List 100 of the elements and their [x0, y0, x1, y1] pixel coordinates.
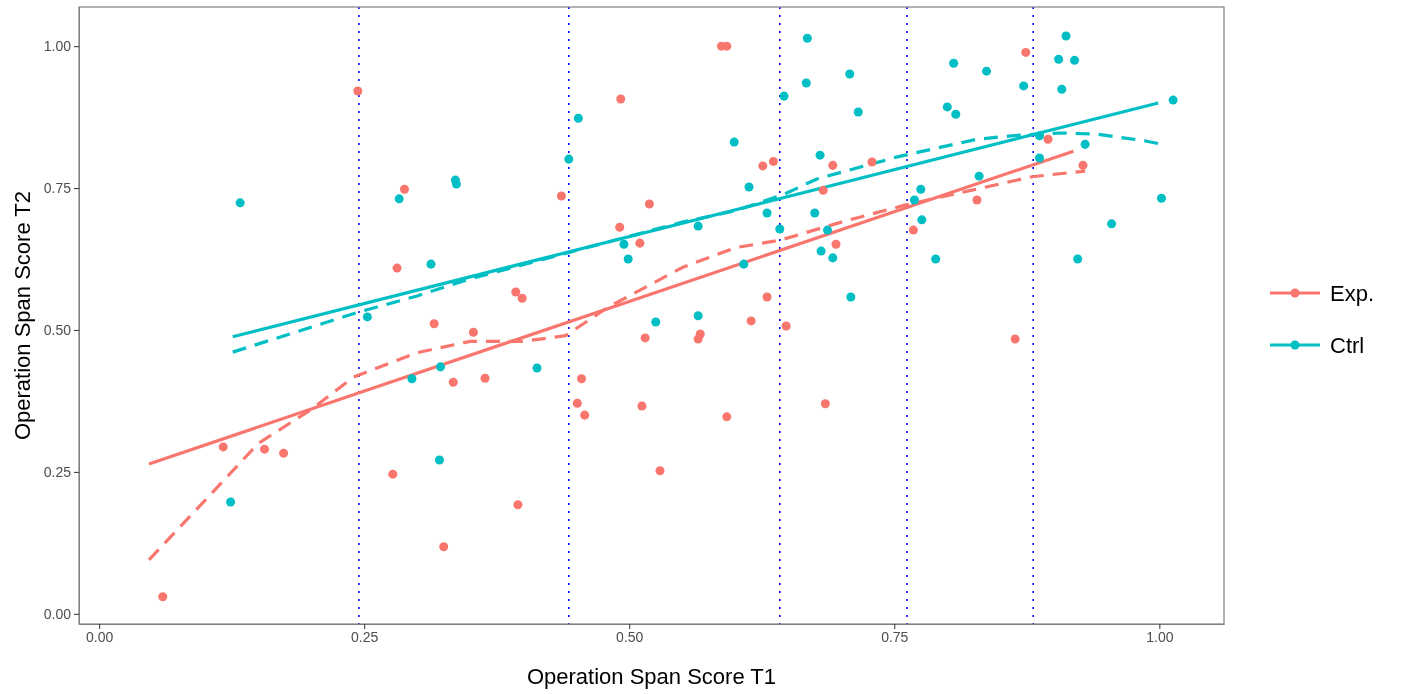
- point: [942, 102, 952, 112]
- y-tick-label: 1.00: [43, 38, 72, 55]
- point: [853, 107, 863, 117]
- point: [722, 412, 732, 422]
- point: [815, 150, 825, 160]
- point: [388, 469, 398, 479]
- point: [260, 444, 270, 454]
- point: [781, 321, 791, 331]
- point: [448, 377, 458, 387]
- point: [775, 224, 785, 234]
- point: [758, 161, 768, 171]
- point: [635, 238, 645, 248]
- point: [436, 362, 446, 372]
- point: [1054, 54, 1064, 64]
- point: [615, 222, 625, 232]
- point: [818, 185, 828, 195]
- point: [517, 293, 527, 303]
- y-tick-label: 0.00: [43, 605, 72, 622]
- point: [399, 184, 409, 194]
- point: [779, 91, 789, 101]
- point: [451, 179, 461, 189]
- point: [480, 373, 490, 383]
- x-tick-label: 0.25: [351, 628, 379, 645]
- point: [564, 154, 574, 164]
- point: [931, 254, 941, 264]
- point: [828, 253, 838, 263]
- point: [1043, 134, 1053, 144]
- point: [729, 137, 739, 147]
- point: [616, 94, 626, 104]
- legend-label: Ctrl: [1330, 333, 1365, 358]
- point: [1078, 160, 1088, 170]
- point: [407, 374, 417, 384]
- point: [739, 259, 749, 269]
- x-tick-label: 1.00: [1146, 628, 1174, 645]
- point: [744, 182, 754, 192]
- point: [426, 259, 436, 269]
- point: [623, 254, 633, 264]
- point: [982, 66, 992, 76]
- point: [949, 58, 959, 68]
- point: [511, 287, 521, 297]
- point: [429, 319, 439, 329]
- point: [746, 316, 756, 326]
- point: [1035, 131, 1045, 141]
- point: [1035, 153, 1045, 163]
- y-tick-label: 0.50: [43, 321, 72, 338]
- y-tick-label: 0.25: [43, 463, 72, 480]
- point: [768, 156, 778, 166]
- point: [820, 399, 830, 409]
- point: [801, 78, 811, 88]
- y-tick-label: 0.75: [43, 180, 72, 197]
- point: [917, 215, 927, 225]
- point: [951, 109, 961, 119]
- point: [1070, 55, 1080, 65]
- point: [637, 401, 647, 411]
- point: [816, 246, 826, 256]
- point: [1168, 95, 1178, 105]
- point: [362, 312, 372, 322]
- point: [235, 198, 245, 208]
- point: [1156, 193, 1166, 203]
- point: [532, 363, 542, 373]
- point: [1019, 81, 1029, 91]
- point: [972, 195, 982, 205]
- point: [802, 33, 812, 43]
- point: [845, 69, 855, 79]
- point: [1061, 31, 1071, 41]
- point: [762, 208, 772, 218]
- point: [1057, 84, 1067, 94]
- point: [651, 317, 661, 327]
- point: [810, 208, 820, 218]
- legend-label: Exp.: [1330, 281, 1375, 306]
- point: [1021, 47, 1031, 57]
- point: [693, 221, 703, 231]
- point: [1107, 219, 1117, 229]
- point: [655, 466, 665, 476]
- point: [573, 113, 583, 123]
- point: [468, 327, 478, 337]
- point: [226, 497, 236, 507]
- point: [822, 225, 832, 235]
- point: [828, 160, 838, 170]
- point: [158, 592, 168, 602]
- point: [831, 239, 841, 249]
- point: [434, 455, 444, 465]
- point: [513, 500, 523, 510]
- x-tick-label: 0.75: [881, 628, 909, 645]
- x-axis-title: Operation Span Score T1: [526, 664, 777, 689]
- point: [909, 195, 919, 205]
- point: [974, 171, 984, 181]
- point: [279, 448, 289, 458]
- point: [577, 374, 587, 384]
- point: [556, 191, 566, 201]
- x-tick-label: 0.00: [86, 628, 114, 645]
- point: [695, 329, 705, 339]
- point: [908, 225, 918, 235]
- point: [580, 410, 590, 420]
- point: [1010, 334, 1020, 344]
- point: [353, 86, 363, 96]
- point: [867, 157, 877, 167]
- y-axis-title: Operation Span Score T2: [10, 190, 35, 441]
- point: [644, 199, 654, 209]
- point: [394, 194, 404, 204]
